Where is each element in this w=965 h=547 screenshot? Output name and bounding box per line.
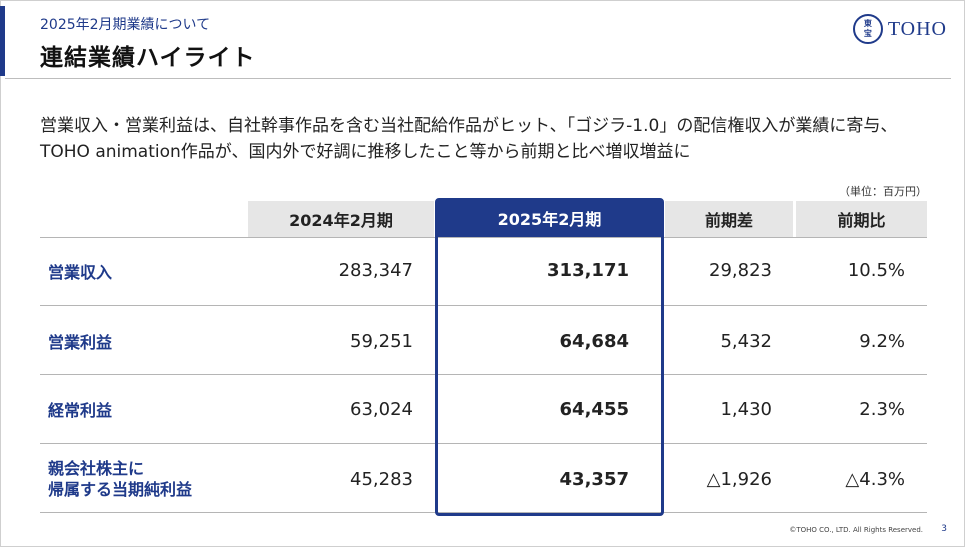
page-number: 3 <box>941 524 947 534</box>
cell-ratio: △4.3% <box>845 469 905 490</box>
row-label-revenue: 営業収入 <box>48 263 113 282</box>
toho-logo: 東 宝 TOHO <box>852 14 947 44</box>
row-divider <box>40 237 927 238</box>
cell-prev: 59,251 <box>350 331 413 352</box>
row-label-line-2: 帰属する当期純利益 <box>48 480 193 499</box>
cell-ratio: 2.3% <box>859 399 905 420</box>
lead-line-2: TOHO animation作品が、国内外で好調に推移したこと等から前期と比べ増… <box>40 142 691 162</box>
title-accent-bar <box>0 6 5 76</box>
column-header-curr: 2025年2月期 <box>436 199 663 237</box>
logo-text: TOHO <box>887 17 947 40</box>
row-label-line-1: 親会社株主に <box>48 459 145 478</box>
column-header-prev: 2024年2月期 <box>248 201 434 237</box>
column-header-diff: 前期差 <box>665 201 793 237</box>
slide-subtitle: 2025年2月期業績について <box>40 17 211 33</box>
copyright-text: ©TOHO CO., LTD. All Rights Reserved. <box>789 526 923 534</box>
cell-curr: 64,455 <box>559 399 629 420</box>
row-divider <box>40 512 927 513</box>
unit-note: （単位：百万円） <box>839 185 927 198</box>
logo-mark-top: 東 <box>863 19 872 28</box>
logo-mark-bottom: 宝 <box>863 29 872 38</box>
cell-prev: 283,347 <box>338 260 413 281</box>
row-divider <box>40 443 927 444</box>
toho-emblem-icon: 東 宝 <box>852 14 883 44</box>
lead-text: 営業収入・営業利益は、自社幹事作品を含む当社配給作品がヒット、「ゴジラ-1.0」… <box>40 113 945 165</box>
row-label-operating-income: 営業利益 <box>48 333 113 352</box>
cell-curr: 313,171 <box>547 260 629 281</box>
slide-title: 連結業績ハイライト <box>40 45 256 71</box>
row-label-ordinary-income: 経常利益 <box>48 401 113 420</box>
column-header-ratio: 前期比 <box>796 201 927 237</box>
cell-diff: 1,430 <box>720 399 772 420</box>
cell-diff: 5,432 <box>720 331 772 352</box>
cell-ratio: 9.2% <box>859 331 905 352</box>
cell-prev: 45,283 <box>350 469 413 490</box>
lead-line-1: 営業収入・営業利益は、自社幹事作品を含む当社配給作品がヒット、「ゴジラ-1.0」… <box>40 116 898 136</box>
row-divider <box>40 305 927 306</box>
cell-diff: 29,823 <box>709 260 772 281</box>
cell-curr: 43,357 <box>559 469 629 490</box>
cell-ratio: 10.5% <box>847 260 905 281</box>
current-period-highlight <box>435 198 664 516</box>
cell-diff: △1,926 <box>706 469 772 490</box>
header-divider <box>5 78 951 79</box>
row-label-net-income: 親会社株主に 帰属する当期純利益 <box>48 458 192 500</box>
cell-prev: 63,024 <box>350 399 413 420</box>
row-divider <box>40 374 927 375</box>
cell-curr: 64,684 <box>559 331 629 352</box>
